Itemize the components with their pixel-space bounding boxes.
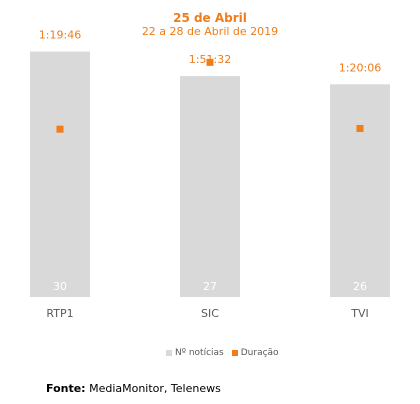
duration-label-tvi: 1:20:06 bbox=[339, 61, 381, 74]
legend-label-noticias: Nº notícias bbox=[175, 348, 224, 358]
bar-label-sic: 27 bbox=[203, 280, 217, 293]
duration-label-rtp1: 1:19:46 bbox=[39, 29, 81, 42]
bar-sic bbox=[180, 76, 240, 297]
bar-label-tvi: 26 bbox=[353, 280, 367, 293]
source-text: MediaMonitor, Telenews bbox=[85, 382, 221, 395]
duration-marker-tvi bbox=[356, 124, 364, 132]
legend-marker-swatch bbox=[231, 350, 238, 356]
bar-tvi bbox=[330, 84, 390, 297]
legend-item-noticias: Nº notícias bbox=[166, 348, 224, 358]
chart-plot-area: 30 1:19:46 RTP1 27 1:51:32 SIC 26 1:20:06 TVI bbox=[30, 29, 390, 320]
legend-label-duracao: Duração bbox=[240, 348, 279, 358]
legend-bar-swatch bbox=[166, 350, 172, 356]
duration-label-sic: 1:51:32 bbox=[189, 53, 231, 66]
duration-marker-sic bbox=[206, 58, 214, 66]
x-tick-label-rtp1: RTP1 bbox=[46, 307, 73, 320]
bar-rtp1 bbox=[30, 51, 90, 297]
source-label: Fonte: bbox=[46, 382, 86, 395]
bar-label-rtp1: 30 bbox=[53, 280, 67, 293]
duration-marker-rtp1 bbox=[56, 125, 64, 133]
chart-legend: Nº notícias Duração bbox=[166, 348, 279, 358]
x-tick-label-tvi: TVI bbox=[350, 307, 369, 320]
legend-item-duracao: Duração bbox=[231, 348, 279, 358]
chart-subtitle: 22 a 28 de Abril de 2019 bbox=[141, 25, 279, 38]
chart-title: 25 de Abril bbox=[173, 11, 247, 25]
x-tick-label-sic: SIC bbox=[201, 307, 219, 320]
source-note: Fonte: MediaMonitor, Telenews bbox=[46, 382, 221, 395]
